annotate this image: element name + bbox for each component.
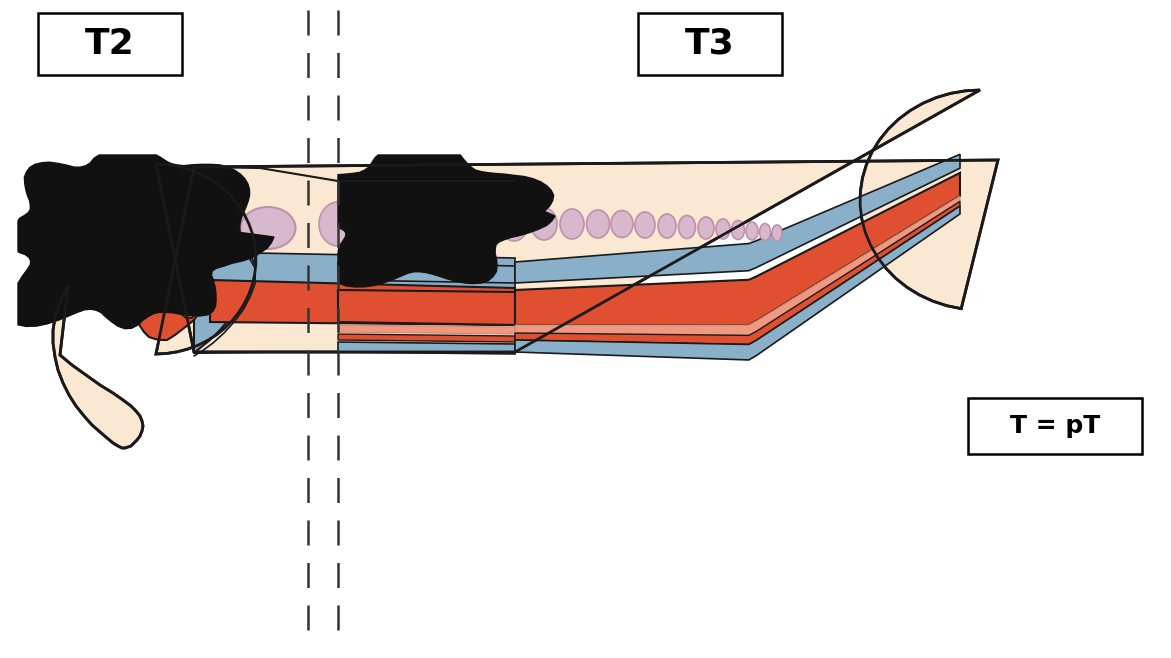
- Polygon shape: [18, 155, 274, 329]
- Polygon shape: [53, 286, 143, 448]
- Polygon shape: [515, 154, 960, 283]
- Ellipse shape: [732, 220, 745, 240]
- Polygon shape: [515, 201, 960, 344]
- Ellipse shape: [560, 209, 584, 239]
- Ellipse shape: [658, 214, 676, 238]
- Ellipse shape: [635, 212, 655, 238]
- Ellipse shape: [587, 210, 609, 238]
- Polygon shape: [338, 325, 515, 334]
- Polygon shape: [338, 290, 515, 325]
- Polygon shape: [515, 173, 960, 325]
- Polygon shape: [338, 342, 515, 354]
- Polygon shape: [338, 155, 555, 287]
- Ellipse shape: [468, 206, 498, 242]
- Ellipse shape: [183, 207, 238, 249]
- Text: T = pT: T = pT: [1009, 414, 1100, 438]
- Polygon shape: [338, 200, 515, 209]
- Ellipse shape: [746, 222, 758, 240]
- FancyBboxPatch shape: [638, 13, 782, 75]
- Ellipse shape: [530, 208, 557, 240]
- Ellipse shape: [772, 225, 782, 241]
- Polygon shape: [515, 206, 960, 360]
- Ellipse shape: [678, 216, 696, 238]
- Polygon shape: [133, 243, 210, 340]
- Polygon shape: [255, 253, 515, 288]
- Ellipse shape: [715, 219, 730, 239]
- Polygon shape: [515, 196, 960, 336]
- Ellipse shape: [500, 207, 528, 241]
- Ellipse shape: [240, 207, 295, 249]
- Polygon shape: [210, 280, 515, 325]
- Ellipse shape: [398, 204, 432, 244]
- Ellipse shape: [611, 211, 634, 238]
- Polygon shape: [167, 232, 255, 353]
- Polygon shape: [338, 262, 515, 283]
- Ellipse shape: [319, 202, 357, 246]
- Ellipse shape: [359, 202, 396, 246]
- Text: T3: T3: [685, 27, 735, 61]
- Ellipse shape: [434, 205, 466, 243]
- Polygon shape: [108, 196, 190, 286]
- Polygon shape: [338, 334, 515, 342]
- FancyBboxPatch shape: [37, 13, 182, 75]
- FancyBboxPatch shape: [968, 398, 1142, 454]
- Ellipse shape: [760, 224, 771, 241]
- Ellipse shape: [698, 217, 714, 239]
- Text: T2: T2: [85, 27, 135, 61]
- Polygon shape: [156, 90, 998, 354]
